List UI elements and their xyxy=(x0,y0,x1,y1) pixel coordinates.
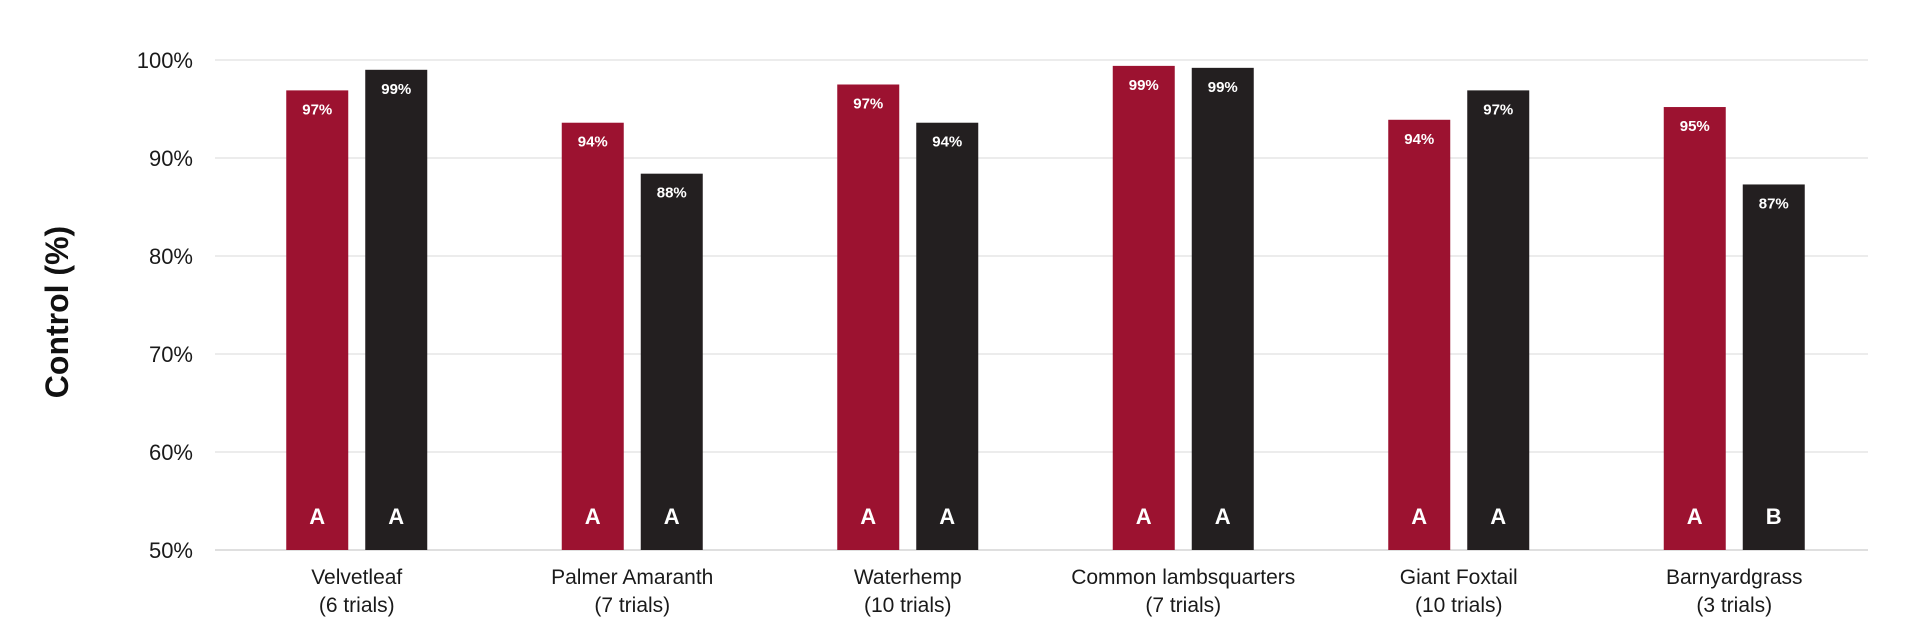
x-tick-sublabel: (7 trials) xyxy=(1145,594,1221,617)
data-label: 99% xyxy=(1129,77,1159,94)
significance-letter: B xyxy=(1766,504,1782,529)
y-tick-label: 70% xyxy=(149,342,193,367)
gridlines xyxy=(215,59,1868,551)
x-tick-sublabel: (6 trials) xyxy=(319,594,395,617)
y-tick-label: 100% xyxy=(137,48,193,73)
data-label: 88% xyxy=(657,185,687,202)
bar xyxy=(837,84,900,550)
bar xyxy=(1663,107,1726,550)
bar xyxy=(561,122,624,550)
data-label: 94% xyxy=(1404,131,1434,148)
y-tick-label: 60% xyxy=(149,440,193,465)
x-tick-sublabel: (10 trials) xyxy=(864,594,952,617)
significance-letter: A xyxy=(309,504,325,529)
significance-letter: A xyxy=(388,504,404,529)
bar xyxy=(365,69,428,551)
data-label: 94% xyxy=(932,134,962,151)
bar xyxy=(1388,119,1451,550)
significance-letter: A xyxy=(1687,504,1703,529)
x-tick-label: Waterhemp xyxy=(854,566,962,589)
bar xyxy=(1191,67,1254,550)
significance-letter: A xyxy=(1136,504,1152,529)
x-tick-label: Common lambsquarters xyxy=(1071,566,1295,589)
bar xyxy=(1742,184,1805,550)
significance-letter: A xyxy=(939,504,955,529)
x-tick-sublabel: (7 trials) xyxy=(594,594,670,617)
data-label: 87% xyxy=(1759,195,1789,212)
x-tick-sublabel: (10 trials) xyxy=(1415,594,1503,617)
x-tick-sublabel: (3 trials) xyxy=(1696,594,1772,617)
data-label: 99% xyxy=(381,81,411,98)
significance-letter: A xyxy=(1490,504,1506,529)
bar xyxy=(916,122,979,550)
y-tick-label: 50% xyxy=(149,538,193,563)
y-axis-ticks: 50% 60% 70% 80% 90% 100% xyxy=(137,48,193,563)
y-tick-label: 80% xyxy=(149,244,193,269)
x-axis-categories: Velvetleaf (6 trials) Palmer Amaranth (7 tr… xyxy=(311,566,1802,617)
data-label: 97% xyxy=(1483,101,1513,118)
significance-letter: A xyxy=(585,504,601,529)
significance-letter: A xyxy=(860,504,876,529)
data-label: 95% xyxy=(1680,118,1710,135)
significance-letter: A xyxy=(1411,504,1427,529)
data-label: 94% xyxy=(578,134,608,151)
significance-letter: A xyxy=(664,504,680,529)
bar xyxy=(640,173,703,550)
data-label: 97% xyxy=(853,96,883,113)
bars: 97% A 99% A 94% A 88% A 97% A 94% A 99% A 99% A 94% A 97% A… xyxy=(286,65,1805,551)
x-tick-label: Giant Foxtail xyxy=(1400,566,1518,589)
y-tick-label: 90% xyxy=(149,146,193,171)
x-tick-label: Velvetleaf xyxy=(311,566,402,589)
bar xyxy=(1467,90,1530,550)
y-axis-label: Control (%) xyxy=(39,226,75,398)
data-label: 99% xyxy=(1208,79,1238,96)
significance-letter: A xyxy=(1215,504,1231,529)
x-tick-label: Barnyardgrass xyxy=(1666,566,1803,589)
bar xyxy=(1112,65,1175,550)
x-tick-label: Palmer Amaranth xyxy=(551,566,713,589)
bar xyxy=(286,90,349,550)
data-label: 97% xyxy=(302,101,332,118)
